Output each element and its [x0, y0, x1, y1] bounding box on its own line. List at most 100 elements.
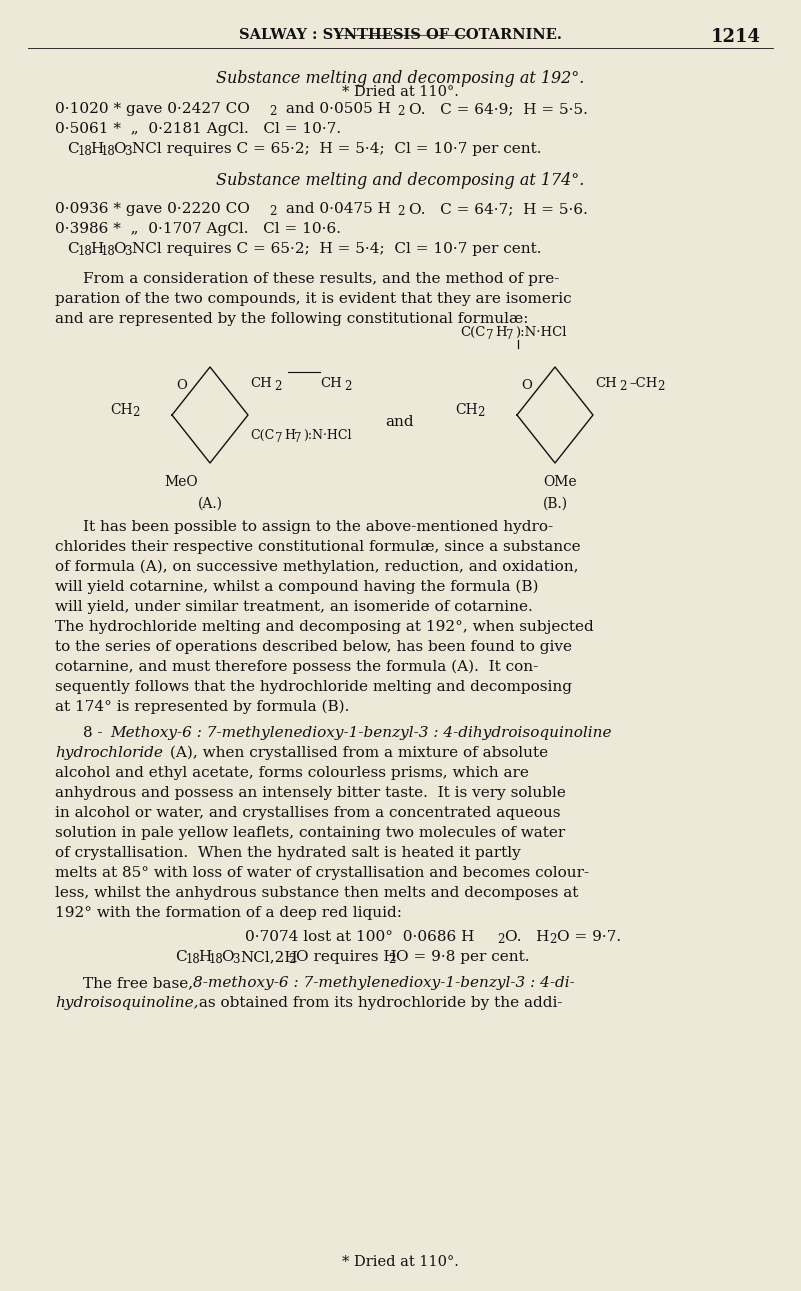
- Text: 18: 18: [101, 245, 116, 258]
- Text: 18: 18: [186, 953, 201, 966]
- Text: melts at 85° with loss of water of crystallisation and becomes colour-: melts at 85° with loss of water of cryst…: [55, 866, 589, 880]
- Text: The free base,: The free base,: [83, 976, 198, 990]
- Text: 2: 2: [397, 105, 405, 117]
- Text: Substance melting and decomposing at 174°.: Substance melting and decomposing at 174…: [216, 172, 585, 188]
- Text: NCl,2H: NCl,2H: [240, 950, 298, 964]
- Text: 3: 3: [232, 953, 239, 966]
- Text: O: O: [113, 142, 126, 156]
- Text: 2: 2: [132, 405, 139, 420]
- Text: will yield cotarnine, whilst a compound having the formula (B): will yield cotarnine, whilst a compound …: [55, 580, 538, 594]
- Text: C(C: C(C: [250, 429, 274, 442]
- Text: 0·5061 *  „  0·2181 AgCl.   Cl = 10·7.: 0·5061 * „ 0·2181 AgCl. Cl = 10·7.: [55, 123, 341, 136]
- Text: C: C: [175, 950, 187, 964]
- Text: 18: 18: [209, 953, 223, 966]
- Text: 2: 2: [388, 953, 396, 966]
- Text: 2: 2: [619, 380, 626, 392]
- Text: solution in pale yellow leaflets, containing two molecules of water: solution in pale yellow leaflets, contai…: [55, 826, 566, 840]
- Text: NCl requires C = 65·2;  H = 5·4;  Cl = 10·7 per cent.: NCl requires C = 65·2; H = 5·4; Cl = 10·…: [132, 241, 541, 256]
- Text: OMe: OMe: [543, 475, 577, 489]
- Text: SALWAY : SYNTHESIS OF COTARNINE.: SALWAY : SYNTHESIS OF COTARNINE.: [239, 28, 562, 43]
- Text: of crystallisation.  When the hydrated salt is heated it partly: of crystallisation. When the hydrated sa…: [55, 846, 521, 860]
- Text: in alcohol or water, and crystallises from a concentrated aqueous: in alcohol or water, and crystallises fr…: [55, 806, 561, 820]
- Text: 2: 2: [288, 953, 296, 966]
- Text: 2: 2: [477, 405, 485, 420]
- Text: * Dried at 110°.: * Dried at 110°.: [342, 85, 459, 99]
- Text: 0·3986 *  „  0·1707 AgCl.   Cl = 10·6.: 0·3986 * „ 0·1707 AgCl. Cl = 10·6.: [55, 222, 341, 236]
- Text: O: O: [221, 950, 234, 964]
- Text: O: O: [176, 380, 187, 392]
- Text: 18: 18: [101, 145, 116, 158]
- Text: and 0·0505 H: and 0·0505 H: [281, 102, 391, 116]
- Text: and are represented by the following constitutional formulæ:: and are represented by the following con…: [55, 312, 529, 327]
- Text: MeO: MeO: [164, 475, 198, 489]
- Text: 0·0936 * gave 0·2220 CO: 0·0936 * gave 0·2220 CO: [55, 201, 250, 216]
- Text: CH: CH: [320, 377, 342, 390]
- Text: hydrochloride: hydrochloride: [55, 746, 163, 760]
- Text: 2: 2: [497, 933, 505, 946]
- Text: 7: 7: [486, 329, 493, 342]
- Text: H: H: [495, 327, 506, 340]
- Text: * Dried at 110°.: * Dried at 110°.: [342, 1255, 459, 1269]
- Text: O: O: [113, 241, 126, 256]
- Text: O = 9·8 per cent.: O = 9·8 per cent.: [396, 950, 529, 964]
- Text: of formula (A), on successive methylation, reduction, and oxidation,: of formula (A), on successive methylatio…: [55, 560, 578, 574]
- Text: O.   C = 64·7;  H = 5·6.: O. C = 64·7; H = 5·6.: [409, 201, 588, 216]
- Text: O.   H: O. H: [505, 930, 549, 944]
- Text: paration of the two compounds, it is evident that they are isomeric: paration of the two compounds, it is evi…: [55, 292, 572, 306]
- Text: H: H: [198, 950, 211, 964]
- Text: anhydrous and possess an intensely bitter taste.  It is very soluble: anhydrous and possess an intensely bitte…: [55, 786, 566, 800]
- Text: alcohol and ethyl acetate, forms colourless prisms, which are: alcohol and ethyl acetate, forms colourl…: [55, 766, 529, 780]
- Text: 0·1020 * gave 0·2427 CO: 0·1020 * gave 0·2427 CO: [55, 102, 250, 116]
- Text: H: H: [90, 142, 103, 156]
- Text: C: C: [67, 241, 78, 256]
- Text: O: O: [521, 380, 532, 392]
- Text: sequently follows that the hydrochloride melting and decomposing: sequently follows that the hydrochloride…: [55, 680, 572, 695]
- Text: chlorides their respective constitutional formulæ, since a substance: chlorides their respective constitutiona…: [55, 540, 581, 554]
- Text: 18: 18: [78, 145, 93, 158]
- Text: (A), when crystallised from a mixture of absolute: (A), when crystallised from a mixture of…: [165, 746, 548, 760]
- Text: will yield, under similar treatment, an isomeride of cotarnine.: will yield, under similar treatment, an …: [55, 600, 533, 615]
- Text: 192° with the formation of a deep red liquid:: 192° with the formation of a deep red li…: [55, 906, 402, 920]
- Text: From a consideration of these results, and the method of pre-: From a consideration of these results, a…: [83, 272, 559, 287]
- Text: cotarnine, and must therefore possess the formula (A).  It con-: cotarnine, and must therefore possess th…: [55, 660, 538, 674]
- Text: H: H: [90, 241, 103, 256]
- Text: hydroisoquinoline,: hydroisoquinoline,: [55, 995, 199, 1010]
- Text: H: H: [284, 429, 295, 442]
- Text: 7: 7: [275, 432, 283, 445]
- Text: Methoxy-6 : 7-methylenedioxy-1-benzyl-3 : 4-dihydroisoquinoline: Methoxy-6 : 7-methylenedioxy-1-benzyl-3 …: [110, 726, 611, 740]
- Text: 2: 2: [657, 380, 664, 392]
- Text: and: and: [386, 414, 414, 429]
- Text: CH: CH: [455, 403, 477, 417]
- Text: (A.): (A.): [198, 497, 223, 511]
- Text: 2: 2: [397, 205, 405, 218]
- Text: 2: 2: [269, 105, 276, 117]
- Text: CH: CH: [595, 377, 617, 390]
- Text: 2: 2: [274, 380, 281, 392]
- Text: 3: 3: [124, 145, 131, 158]
- Text: to the series of operations described below, has been found to give: to the series of operations described be…: [55, 640, 572, 655]
- Text: less, whilst the anhydrous substance then melts and decomposes at: less, whilst the anhydrous substance the…: [55, 886, 578, 900]
- Text: The hydrochloride melting and decomposing at 192°, when subjected: The hydrochloride melting and decomposin…: [55, 620, 594, 634]
- Text: O.   C = 64·9;  H = 5·5.: O. C = 64·9; H = 5·5.: [409, 102, 588, 116]
- Text: 2: 2: [549, 933, 557, 946]
- Text: 0·7074 lost at 100°  0·0686 H: 0·7074 lost at 100° 0·0686 H: [245, 930, 474, 944]
- Text: ):N·HCl: ):N·HCl: [303, 429, 352, 442]
- Text: 3: 3: [124, 245, 131, 258]
- Text: NCl requires C = 65·2;  H = 5·4;  Cl = 10·7 per cent.: NCl requires C = 65·2; H = 5·4; Cl = 10·…: [132, 142, 541, 156]
- Text: at 174° is represented by formula (B).: at 174° is represented by formula (B).: [55, 700, 349, 714]
- Text: –CH: –CH: [629, 377, 658, 390]
- Text: It has been possible to assign to the above-mentioned hydro-: It has been possible to assign to the ab…: [83, 520, 553, 534]
- Text: 8-methoxy-6 : 7-methylenedioxy-1-benzyl-3 : 4-di-: 8-methoxy-6 : 7-methylenedioxy-1-benzyl-…: [193, 976, 575, 990]
- Text: as obtained from its hydrochloride by the addi-: as obtained from its hydrochloride by th…: [194, 995, 562, 1010]
- Text: CH: CH: [110, 403, 133, 417]
- Text: 7: 7: [506, 329, 513, 342]
- Text: 7: 7: [294, 432, 301, 445]
- Text: (B.): (B.): [542, 497, 568, 511]
- Text: ):N·HCl: ):N·HCl: [515, 327, 566, 340]
- Text: and 0·0475 H: and 0·0475 H: [281, 201, 391, 216]
- Text: Substance melting and decomposing at 192°.: Substance melting and decomposing at 192…: [216, 70, 585, 86]
- Text: 18: 18: [78, 245, 93, 258]
- Text: 2: 2: [269, 205, 276, 218]
- Text: C: C: [67, 142, 78, 156]
- Text: 2: 2: [344, 380, 352, 392]
